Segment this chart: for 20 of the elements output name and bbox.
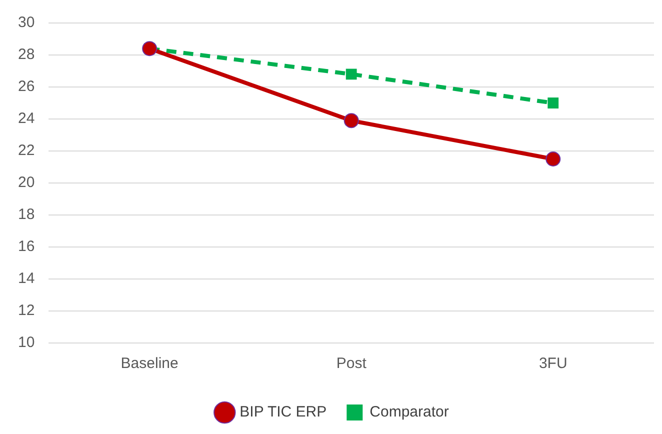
y-tick-label: 12 [18, 302, 35, 320]
legend-label: BIP TIC ERP [240, 404, 327, 421]
y-tick-label: 20 [18, 174, 35, 192]
point [346, 68, 357, 80]
point [546, 152, 561, 166]
y-tick-label: 16 [18, 238, 35, 256]
x-tick-label: 3FU [538, 355, 568, 372]
point [344, 113, 359, 128]
x-tick-label: Post [336, 355, 368, 372]
y-tick-label: 10 [18, 334, 35, 352]
legend-label: Comparator [370, 404, 449, 421]
x-tick-label: Baseline [120, 355, 178, 372]
y-tick-label: 30 [18, 14, 35, 32]
y-tick-label: 22 [18, 142, 35, 160]
y-tick-label: 18 [18, 206, 35, 224]
y-tick-label: 28 [18, 46, 35, 64]
y-tick-label: 26 [18, 78, 35, 96]
y-tick-label: 24 [18, 110, 35, 128]
y-tick-label: 14 [18, 270, 35, 288]
point [548, 98, 559, 108]
